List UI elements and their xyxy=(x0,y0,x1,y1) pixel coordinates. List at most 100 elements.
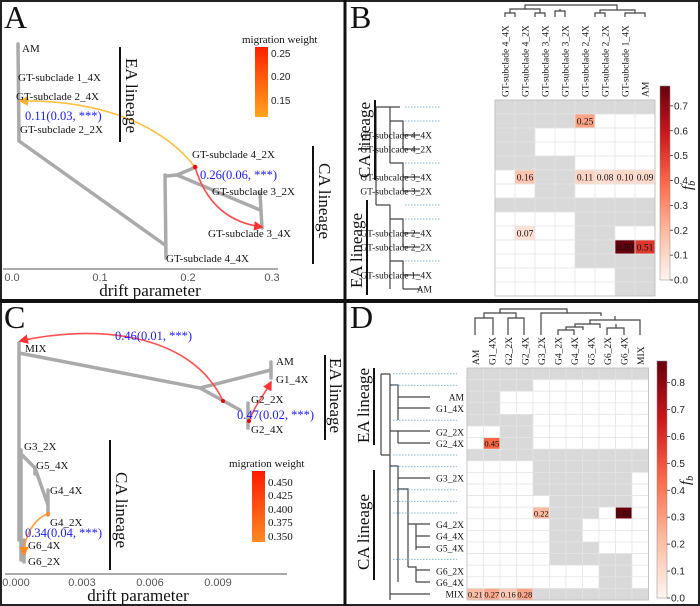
row-label: G6_4X xyxy=(436,579,464,589)
heatmap-cell xyxy=(582,402,600,415)
heatmap-cell xyxy=(483,367,501,380)
leaf-label: AM xyxy=(22,43,40,55)
heatmap-cell xyxy=(582,460,600,473)
heatmap-cell xyxy=(499,495,517,508)
heatmap-cell xyxy=(631,472,649,485)
row-label: AM xyxy=(449,394,465,404)
heatmap-cell xyxy=(499,472,517,485)
column-label: G4_4X xyxy=(571,337,581,365)
heatmap-cell xyxy=(631,460,649,473)
heatmap-cell xyxy=(532,576,550,589)
heatmap-cell xyxy=(466,564,484,578)
colorbar-tick: 0.4 xyxy=(674,176,688,187)
heatmap-cell xyxy=(494,113,516,129)
x-tick: 0.003 xyxy=(68,577,96,589)
heatmap-cell xyxy=(499,460,517,473)
heatmap-cell xyxy=(565,506,583,520)
colorbar-tick: 0.6 xyxy=(674,126,688,137)
row-label: AM xyxy=(417,286,433,296)
heatmap-cell xyxy=(582,576,600,589)
heatmap-cell xyxy=(614,127,636,143)
heatmap-cell xyxy=(594,225,616,241)
heatmap-cell xyxy=(634,197,656,213)
heatmap-cell xyxy=(532,390,550,404)
migration-source-dot xyxy=(221,399,225,403)
legend-tick: 0.375 xyxy=(268,517,293,529)
fb-colorbar xyxy=(659,85,671,281)
colorbar-tick: 0.2 xyxy=(674,226,688,237)
heatmap-cell xyxy=(549,425,567,438)
heatmap-cell xyxy=(534,155,556,171)
heatmap-cell xyxy=(516,402,534,415)
cell-value: 0.10 xyxy=(617,173,634,183)
colorbar-tick: 0.6 xyxy=(671,432,685,443)
heatmap-cell xyxy=(549,379,567,392)
migration-annotation: 0.26(0.06, ***) xyxy=(200,168,277,182)
panel-a: A AM GT-subclade 1_4X GT-subclade 2_4X 0… xyxy=(3,0,334,300)
heatmap-cell xyxy=(598,483,616,496)
migration-edge xyxy=(248,380,272,422)
heatmap-cell xyxy=(614,141,636,157)
heatmap-cell xyxy=(549,390,567,404)
row-label: MIX xyxy=(446,591,465,601)
heatmap-cell xyxy=(598,425,616,438)
heatmap-cell xyxy=(565,576,583,589)
heatmap-cell xyxy=(499,541,517,554)
column-label: G5_4X xyxy=(587,337,597,365)
heatmap-cell xyxy=(549,437,567,450)
heatmap-cell xyxy=(631,576,649,589)
migration-colorbar xyxy=(252,471,265,542)
colorbar-tick: 0.5 xyxy=(674,151,688,162)
colorbar-tick: 0.7 xyxy=(674,101,688,112)
heatmap-cell xyxy=(615,379,633,392)
heatmap-cell xyxy=(534,127,556,143)
heatmap-cell xyxy=(565,379,583,392)
heatmap-cell xyxy=(532,588,550,601)
row-placeholder-lines: GT-subclade 4_4X GT-sublcade 4_2X GT-subca… xyxy=(360,106,440,296)
heatmap-cell xyxy=(565,425,583,438)
column-label: MIX xyxy=(637,346,647,365)
heatmap-cell xyxy=(466,425,484,438)
heatmap-cell xyxy=(554,225,576,241)
heatmap-cell xyxy=(532,530,550,543)
heatmap-cell xyxy=(554,183,576,199)
heatmap-cell xyxy=(634,99,656,115)
cell-value: 0.11 xyxy=(577,173,594,183)
fb-colorbar xyxy=(656,360,668,599)
row-label: G2_2X xyxy=(436,428,464,438)
heatmap-cell xyxy=(483,495,501,508)
heatmap-cell xyxy=(574,141,596,157)
heatmap-cell xyxy=(554,99,576,115)
heatmap-cell xyxy=(634,155,656,171)
heatmap-d: 0.45 0.22 0.88 0.21 0.27 0.16 0.28 AM G1_4X G2_2X… xyxy=(466,337,649,601)
heatmap-cell xyxy=(565,448,583,462)
leaf-label: G2_4X xyxy=(251,424,283,436)
heatmap-cell xyxy=(466,460,484,473)
heatmap-cell xyxy=(634,127,656,143)
heatmap-cell xyxy=(565,402,583,415)
heatmap-cell xyxy=(554,169,576,185)
heatmap-cell xyxy=(532,483,550,496)
migration-edge xyxy=(18,332,224,402)
heatmap-cell xyxy=(598,367,616,380)
legend-tick: 0.25 xyxy=(271,49,291,60)
heatmap-cell xyxy=(466,390,484,404)
heatmap-cell xyxy=(574,253,596,269)
heatmap-cell xyxy=(565,437,583,450)
heatmap-cell xyxy=(554,267,576,283)
heatmap-cell xyxy=(494,253,516,269)
heatmap-cell xyxy=(631,541,649,554)
heatmap-cell xyxy=(483,402,501,415)
colorbar-label-sub: b xyxy=(687,181,698,186)
heatmap-cell xyxy=(582,367,600,380)
colorbar-tick: 0.0 xyxy=(674,276,688,287)
column-label: G3_2X xyxy=(538,337,548,365)
panel-letter: C xyxy=(4,299,25,335)
heatmap-cell xyxy=(615,483,633,496)
heatmap-cell xyxy=(514,253,536,269)
heatmap-cell xyxy=(574,239,596,255)
row-label: GT-subcalde 3_4X xyxy=(360,174,432,184)
heatmap-cell xyxy=(598,506,616,520)
heatmap-cell xyxy=(554,141,576,157)
